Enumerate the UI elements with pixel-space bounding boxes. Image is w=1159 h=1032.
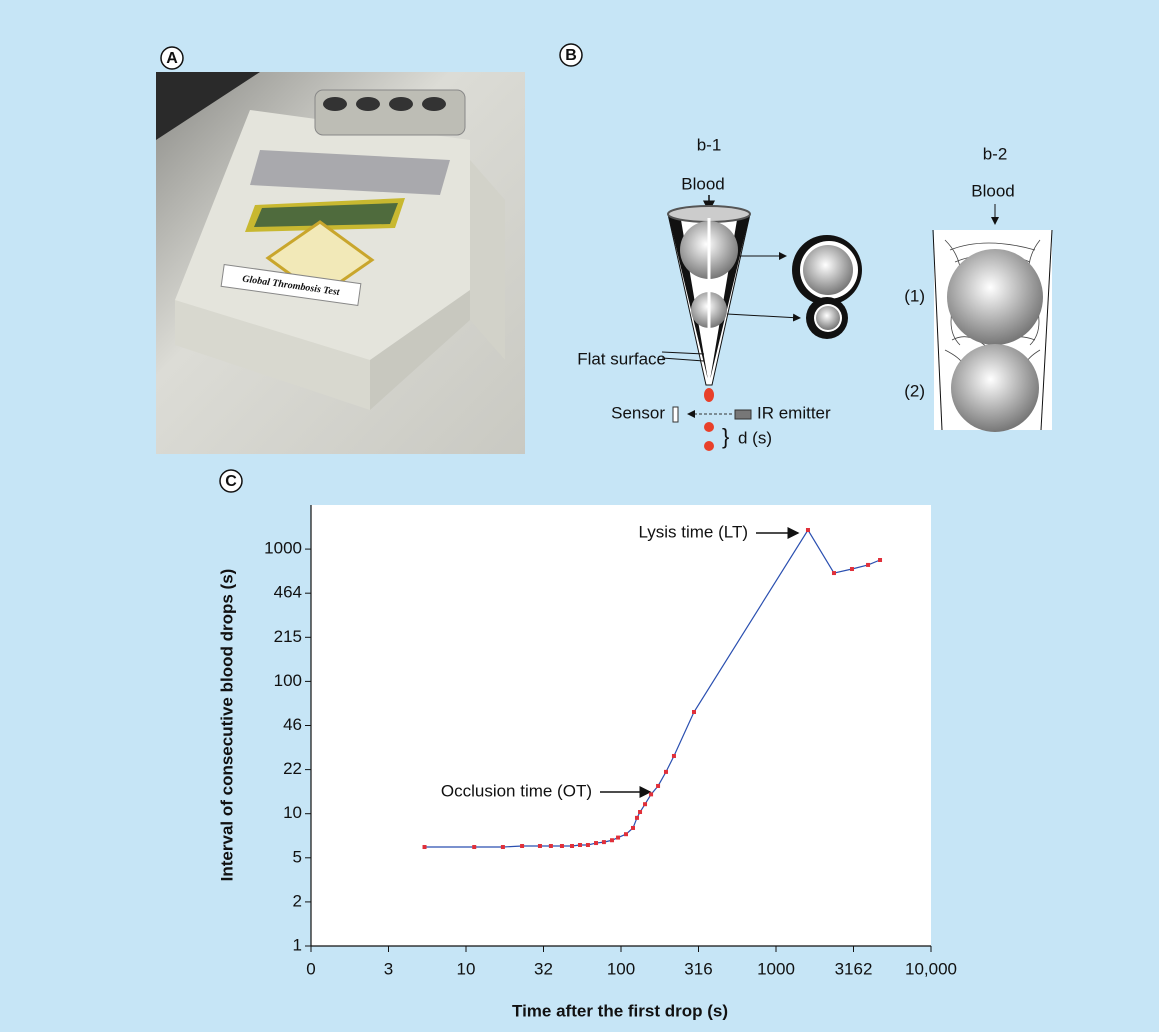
panel-label-b: B [559, 43, 583, 67]
marker [671, 753, 676, 758]
ball-1-label: (1) [904, 286, 925, 305]
marker [578, 842, 583, 847]
marker [663, 769, 668, 774]
ir-emitter-label: IR emitter [757, 403, 831, 422]
marker [634, 815, 639, 820]
marker [805, 528, 810, 533]
x-tick-label: 100 [607, 959, 635, 978]
marker [472, 845, 477, 850]
brace: } [722, 424, 729, 449]
panel-label-c: C [219, 469, 243, 493]
marker [643, 802, 648, 807]
marker [537, 843, 542, 848]
y-tick-label: 22 [283, 759, 302, 778]
marker [422, 845, 427, 850]
y-tick-label: 2 [293, 891, 302, 910]
x-tick-label: 3162 [835, 959, 873, 978]
marker [630, 825, 635, 830]
marker [878, 558, 883, 563]
plot-area [311, 505, 931, 946]
marker [866, 562, 871, 567]
marker [616, 835, 621, 840]
marker [594, 841, 599, 846]
marker [585, 842, 590, 847]
y-tick-label: 100 [274, 671, 302, 690]
marker [559, 843, 564, 848]
panel-label: B [565, 47, 577, 64]
diagram-b2: b-2 Blood (1) (2) [904, 144, 1053, 432]
x-axis-title: Time after the first drop (s) [512, 1001, 728, 1020]
marker [831, 571, 836, 576]
flat-surface-label: Flat surface [577, 349, 666, 368]
x-tick-label: 10 [457, 959, 476, 978]
marker [500, 845, 505, 850]
y-axis-title: Interval of consecutive blood drops (s) [217, 569, 236, 882]
diagram-b1: b-1 Blood Flat surface Sensor IR emitter… [577, 135, 862, 451]
marker [649, 792, 654, 797]
blood-label: Blood [971, 181, 1014, 200]
x-tick-label: 3 [384, 959, 393, 978]
ball-2-label: (2) [904, 381, 925, 400]
x-tick-label: 32 [534, 959, 553, 978]
x-tick-label: 316 [684, 959, 712, 978]
panel-label: C [225, 473, 237, 490]
annotation: Lysis time (LT) [638, 522, 748, 541]
marker [656, 783, 661, 788]
drop-interval-label: d (s) [738, 428, 772, 447]
panel-label-a: A [160, 46, 184, 70]
marker [692, 710, 697, 715]
y-tick-label: 215 [274, 627, 302, 646]
y-tick-label: 5 [293, 847, 302, 866]
marker [610, 838, 615, 843]
marker [623, 832, 628, 837]
b1-title: b-1 [697, 135, 722, 154]
marker [601, 840, 606, 845]
marker [638, 809, 643, 814]
annotation: Occlusion time (OT) [441, 781, 592, 800]
y-tick-label: 10 [283, 803, 302, 822]
x-tick-label: 1000 [757, 959, 795, 978]
y-tick-label: 46 [283, 715, 302, 734]
device-photo: Global Thrombosis Test [156, 72, 525, 454]
sensor-label: Sensor [611, 403, 665, 422]
x-tick-label: 0 [306, 959, 315, 978]
blood-label: Blood [681, 174, 724, 193]
y-tick-label: 1000 [264, 539, 302, 558]
x-tick-label: 10,000 [905, 959, 957, 978]
panel-label: A [166, 50, 178, 67]
marker [849, 567, 854, 572]
y-tick-label: 1 [293, 935, 302, 954]
y-tick-label: 464 [274, 583, 302, 602]
marker [520, 843, 525, 848]
marker [548, 843, 553, 848]
b2-title: b-2 [983, 144, 1008, 163]
marker [570, 843, 575, 848]
